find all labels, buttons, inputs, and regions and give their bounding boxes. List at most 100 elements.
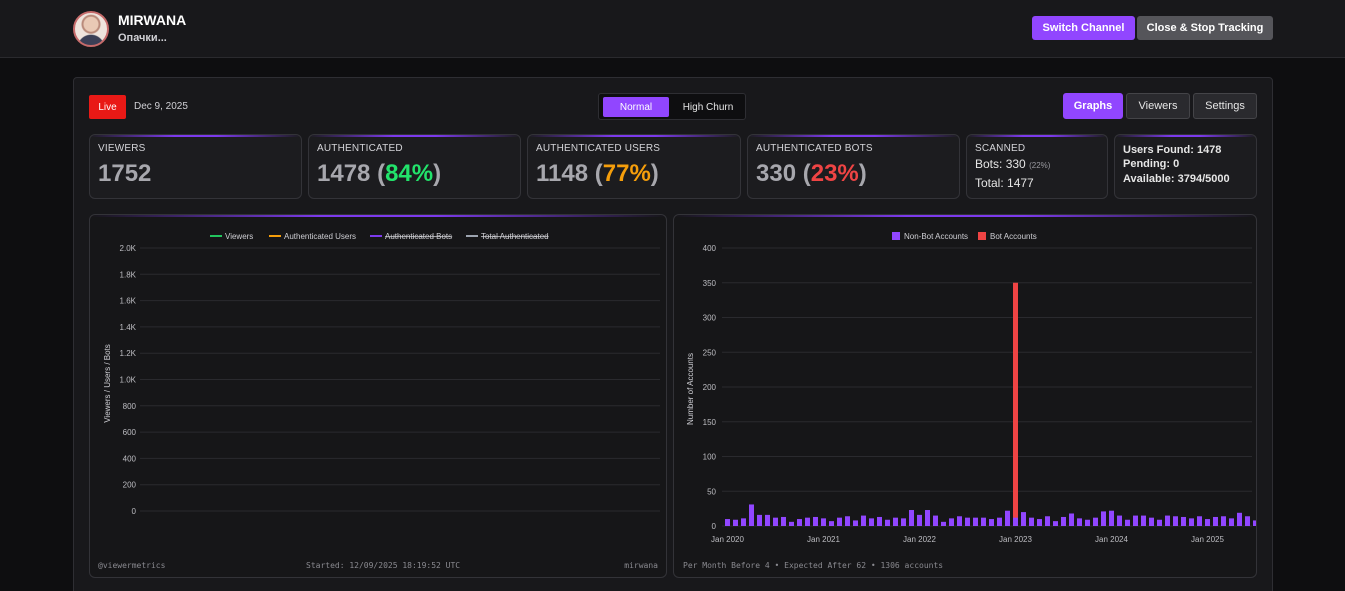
mode-normal-button[interactable]: Normal xyxy=(603,97,669,117)
avatar xyxy=(73,11,109,47)
y-tick-label: 800 xyxy=(123,402,137,411)
non-bot-accounts-bar xyxy=(981,517,986,526)
non-bot-accounts-bar xyxy=(1021,512,1026,526)
non-bot-accounts-bar xyxy=(1045,516,1050,526)
non-bot-accounts-bar xyxy=(925,510,930,526)
legend-label: Total Authenticated xyxy=(481,232,549,241)
non-bot-accounts-bar xyxy=(965,517,970,526)
non-bot-accounts-bar xyxy=(1237,512,1242,526)
authenticated-bots-label: AUTHENTICATED BOTS xyxy=(756,143,873,154)
y-tick-label: 200 xyxy=(123,481,137,490)
tab-settings[interactable]: Settings xyxy=(1193,93,1257,119)
y-axis-label: Number of Accounts xyxy=(686,353,695,425)
non-bot-accounts-bar xyxy=(853,520,858,526)
non-bot-accounts-bar xyxy=(1157,519,1162,526)
non-bot-accounts-bar xyxy=(1181,516,1186,526)
authenticated-users-value-row: 1148 (77%) xyxy=(536,160,659,188)
scanned-total-value: 1477 xyxy=(1007,176,1034,190)
live-badge: Live xyxy=(89,95,126,119)
non-bot-accounts-bar xyxy=(933,515,938,526)
non-bot-accounts-bar xyxy=(1061,516,1066,526)
authenticated-card: AUTHENTICATED 1478 (84%) xyxy=(308,134,521,199)
tab-graphs[interactable]: Graphs xyxy=(1063,93,1123,119)
non-bot-accounts-bar xyxy=(997,517,1002,526)
non-bot-accounts-bar xyxy=(1221,516,1226,526)
non-bot-accounts-bar xyxy=(821,518,826,526)
paren-close: ) xyxy=(650,160,659,187)
non-bot-accounts-bar xyxy=(973,517,978,526)
y-tick-label: 1.0K xyxy=(120,376,137,385)
y-axis-label: Viewers / Users / Bots xyxy=(103,344,112,423)
paren-open: ( xyxy=(594,160,603,187)
tab-viewers[interactable]: Viewers xyxy=(1126,93,1190,119)
y-tick-label: 150 xyxy=(703,418,717,427)
paren-close: ) xyxy=(858,160,867,187)
non-bot-accounts-bar xyxy=(797,519,802,526)
non-bot-accounts-bar xyxy=(845,516,850,526)
paren-open: ( xyxy=(802,160,811,187)
non-bot-accounts-bar xyxy=(725,519,730,526)
non-bot-accounts-bar xyxy=(1037,519,1042,526)
scanned-bots-row: Bots: 330 (22%) xyxy=(975,157,1050,171)
non-bot-accounts-bar xyxy=(1053,521,1058,526)
paren-close: ) xyxy=(433,160,442,187)
viewers-value: 1752 xyxy=(98,160,152,187)
scanned-card: SCANNED Bots: 330 (22%) Total: 1477 xyxy=(966,134,1108,199)
legend-label: Viewers xyxy=(225,232,253,241)
viewers-line-chart-svg: 2.0K 1.8K 1.6K 1.4K 1.2K 1.0K 800 600 400 200 0 Vie… xyxy=(103,232,660,516)
switch-channel-button[interactable]: Switch Channel xyxy=(1032,16,1135,40)
viewers-card: VIEWERS 1752 xyxy=(89,134,302,199)
non-bot-accounts-bar xyxy=(1165,515,1170,526)
authenticated-bots-value-row: 330 (23%) xyxy=(756,160,867,188)
y-tick-label: 50 xyxy=(707,487,716,496)
x-tick-label: Jan 2025 xyxy=(1191,535,1224,544)
non-bot-accounts-bar xyxy=(877,516,882,526)
non-bot-accounts-bar xyxy=(1069,513,1074,526)
non-bot-accounts-bar xyxy=(749,504,754,526)
non-bot-accounts-bar xyxy=(1125,519,1130,526)
non-bot-accounts-bar xyxy=(861,515,866,526)
authenticated-bots-card: AUTHENTICATED BOTS 330 (23%) xyxy=(747,134,960,199)
non-bot-accounts-bar xyxy=(805,517,810,526)
y-tick-label: 200 xyxy=(703,383,717,392)
non-bot-accounts-bar xyxy=(1197,516,1202,526)
non-bot-accounts-bar xyxy=(1253,520,1256,526)
authenticated-bots-value: 330 xyxy=(756,160,797,187)
x-tick-label: Jan 2024 xyxy=(1095,535,1128,544)
y-tick-label: 100 xyxy=(703,453,717,462)
mode-toggle: Normal High Churn xyxy=(598,93,746,120)
y-tick-label: 1.8K xyxy=(120,270,137,279)
non-bot-accounts-bar xyxy=(1149,517,1154,526)
non-bot-accounts-bar xyxy=(1117,515,1122,526)
authenticated-users-percent: 77% xyxy=(602,160,651,187)
legend-item: Authenticated Bots xyxy=(370,232,452,241)
y-tick-label: 300 xyxy=(703,314,717,323)
close-stop-tracking-button[interactable]: Close & Stop Tracking xyxy=(1137,16,1273,40)
non-bot-accounts-bar xyxy=(869,518,874,526)
y-tick-label: 250 xyxy=(703,348,717,357)
authenticated-users-card: AUTHENTICATED USERS 1148 (77%) xyxy=(527,134,741,199)
authenticated-users-label: AUTHENTICATED USERS xyxy=(536,143,661,154)
stream-date: Dec 9, 2025 xyxy=(134,101,188,112)
scanned-total-label: Total: xyxy=(975,176,1004,190)
mode-high-churn-button[interactable]: High Churn xyxy=(682,101,734,113)
non-bot-accounts-bar xyxy=(1141,515,1146,526)
authenticated-percent: 84% xyxy=(385,160,434,187)
x-tick-label: Jan 2021 xyxy=(807,535,840,544)
non-bot-accounts-bar xyxy=(813,516,818,526)
available-quota: Available: 3794/5000 xyxy=(1123,173,1230,185)
viewers-line-chart: 2.0K 1.8K 1.6K 1.4K 1.2K 1.0K 800 600 400 200 0 Vie… xyxy=(89,214,667,578)
non-bot-accounts-bar xyxy=(765,514,770,526)
top-bar: MIRWANA Опачки... Switch Channel Close &… xyxy=(0,0,1345,58)
scanned-label: SCANNED xyxy=(975,143,1026,154)
non-bot-accounts-bar xyxy=(989,519,994,526)
account-age-summary: Per Month Before 4 • Expected After 62 •… xyxy=(683,561,944,570)
y-tick-label: 400 xyxy=(123,454,137,463)
non-bot-accounts-bar xyxy=(789,521,794,526)
non-bot-accounts-bar xyxy=(1173,516,1178,526)
non-bot-accounts-bar xyxy=(957,516,962,526)
account-age-bar-chart: 400 350 300 250 200 150 100 50 0 Number of Accoun… xyxy=(673,214,1257,578)
pending-count: Pending: 0 xyxy=(1123,158,1180,170)
y-tick-label: 600 xyxy=(123,428,137,437)
lookup-status-card: Users Found: 1478 Pending: 0 Available: … xyxy=(1114,134,1257,199)
